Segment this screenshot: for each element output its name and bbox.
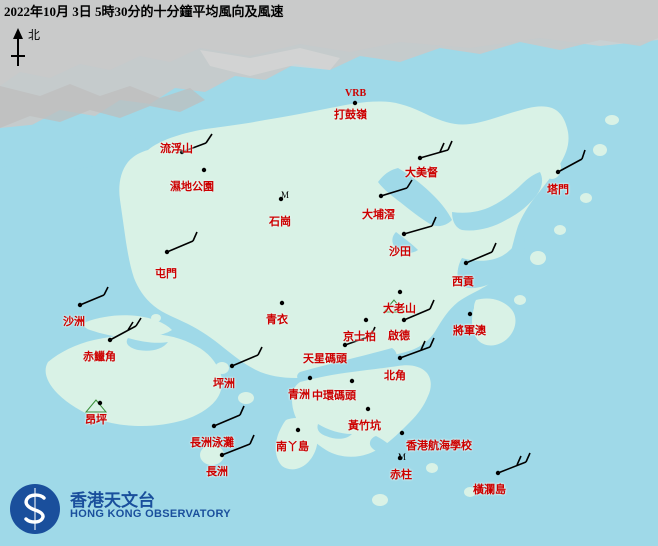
wind-barb-waglan-island <box>495 452 531 476</box>
wind-barb-tsing-yi <box>279 300 285 306</box>
station-label-waglan-island: 橫瀾島 <box>473 484 506 496</box>
station-label-tai-mo-shan: 大老山 <box>383 303 416 315</box>
wind-barb-maritime-school <box>399 430 405 436</box>
station-label-tuen-mun: 屯門 <box>155 268 177 280</box>
wind-barb-tuen-mun <box>164 231 198 255</box>
north-arrow-label: 北 <box>28 28 41 42</box>
station-label-tai-po-kau: 大埔滘 <box>362 209 395 221</box>
hko-logo: 香港天文台 HONG KONG OBSERVATORY <box>8 482 258 538</box>
north-arrow: 北 <box>6 26 52 68</box>
wind-barb-north-point <box>397 337 435 361</box>
wind-barb-lau-fau-shan <box>179 133 213 155</box>
station-label-sha-tin: 沙田 <box>389 246 411 258</box>
station-label-wong-chuk-hang: 黃竹坑 <box>348 420 381 432</box>
wind-barb-nam-ya-island <box>295 427 301 433</box>
annotation-vrb-tate-kok-leng: VRB <box>345 88 367 99</box>
hko-logo-icon <box>10 484 60 534</box>
wind-barb-wong-chuk-hang <box>365 406 371 412</box>
station-label-wetland-park: 濕地公園 <box>170 181 214 193</box>
page-title: 2022年10月 3日 5時30分的十分鐘平均風向及風速 <box>4 4 284 19</box>
station-label-nam-ya-island: 南丫島 <box>276 441 309 453</box>
logo-english: HONG KONG OBSERVATORY <box>70 508 231 520</box>
station-label-ping-chau: 坪洲 <box>213 378 235 390</box>
wind-barb-tai-po-kau <box>378 179 413 199</box>
station-label-star-ferry: 天星碼頭 <box>303 353 347 365</box>
wind-barb-cheung-chau <box>219 434 255 458</box>
station-label-kai-tak: 啟德 <box>388 330 410 342</box>
station-label-cheung-chau-beach: 長洲泳灘 <box>190 437 234 449</box>
station-label-ngong-ping: 昂坪 <box>85 414 107 426</box>
wind-barb-sai-kung <box>463 242 497 266</box>
station-label-tai-mei-tuk: 大美督 <box>405 167 438 179</box>
station-label-maritime-school: 香港航海學校 <box>406 440 472 452</box>
wind-barb-sha-lo-wan <box>77 286 109 308</box>
wind-barb-tsing-chau <box>307 375 313 381</box>
wind-barb-tseung-kwan-o <box>467 311 473 317</box>
station-label-central-pier: 中環碼頭 <box>312 390 356 402</box>
wind-barb-ping-chau <box>229 346 263 369</box>
station-label-chek-lap-kok: 赤鱲角 <box>83 351 116 363</box>
wind-barb-central-pier <box>349 378 355 384</box>
wind-barb-wetland-park <box>201 167 207 173</box>
wind-barb-chek-lap-kok <box>107 317 142 343</box>
wind-barb-shek-kong <box>278 196 284 202</box>
wind-barb-tap-mun <box>555 149 586 175</box>
wind-barb-ngong-ping <box>97 400 103 406</box>
wind-barb-cheung-chau-beach <box>211 405 245 429</box>
wind-barb-kings-park <box>363 317 369 323</box>
wind-barb-sha-tin <box>401 216 437 237</box>
logo-chinese: 香港天文台 <box>70 491 155 510</box>
station-label-kings-park: 京士柏 <box>343 331 376 343</box>
station-label-north-point: 北角 <box>384 370 406 382</box>
wind-barb-kai-tak <box>401 299 435 323</box>
wind-barb-tai-mo-shan <box>397 289 403 295</box>
wind-barb-star-ferry <box>342 326 376 348</box>
station-label-lau-fau-shan: 流浮山 <box>160 143 193 155</box>
annotation-m-mark-shek-kong: M <box>281 190 290 200</box>
wind-barb-ta-kwu-ling <box>352 100 358 106</box>
station-label-tseung-kwan-o: 將軍澳 <box>453 325 486 337</box>
wind-barb-tai-mei-tuk <box>417 140 453 161</box>
station-label-tsing-yi: 青衣 <box>266 314 288 326</box>
station-label-sha-lo-wan: 沙洲 <box>63 316 85 328</box>
station-label-ta-kwu-ling: 打鼓嶺 <box>334 109 367 121</box>
station-label-sai-kung: 西貢 <box>452 276 474 288</box>
station-label-shek-kong: 石崗 <box>269 216 291 228</box>
station-label-tai-kok: 赤柱 <box>390 469 412 481</box>
station-label-cheung-chau: 長洲 <box>206 466 228 478</box>
wind-barb-tai-kok <box>397 455 403 461</box>
annotation-m-mark-waglan: M <box>398 452 407 462</box>
station-label-tap-mun: 塔門 <box>547 184 569 196</box>
station-label-tsing-chau: 青洲 <box>288 389 310 401</box>
